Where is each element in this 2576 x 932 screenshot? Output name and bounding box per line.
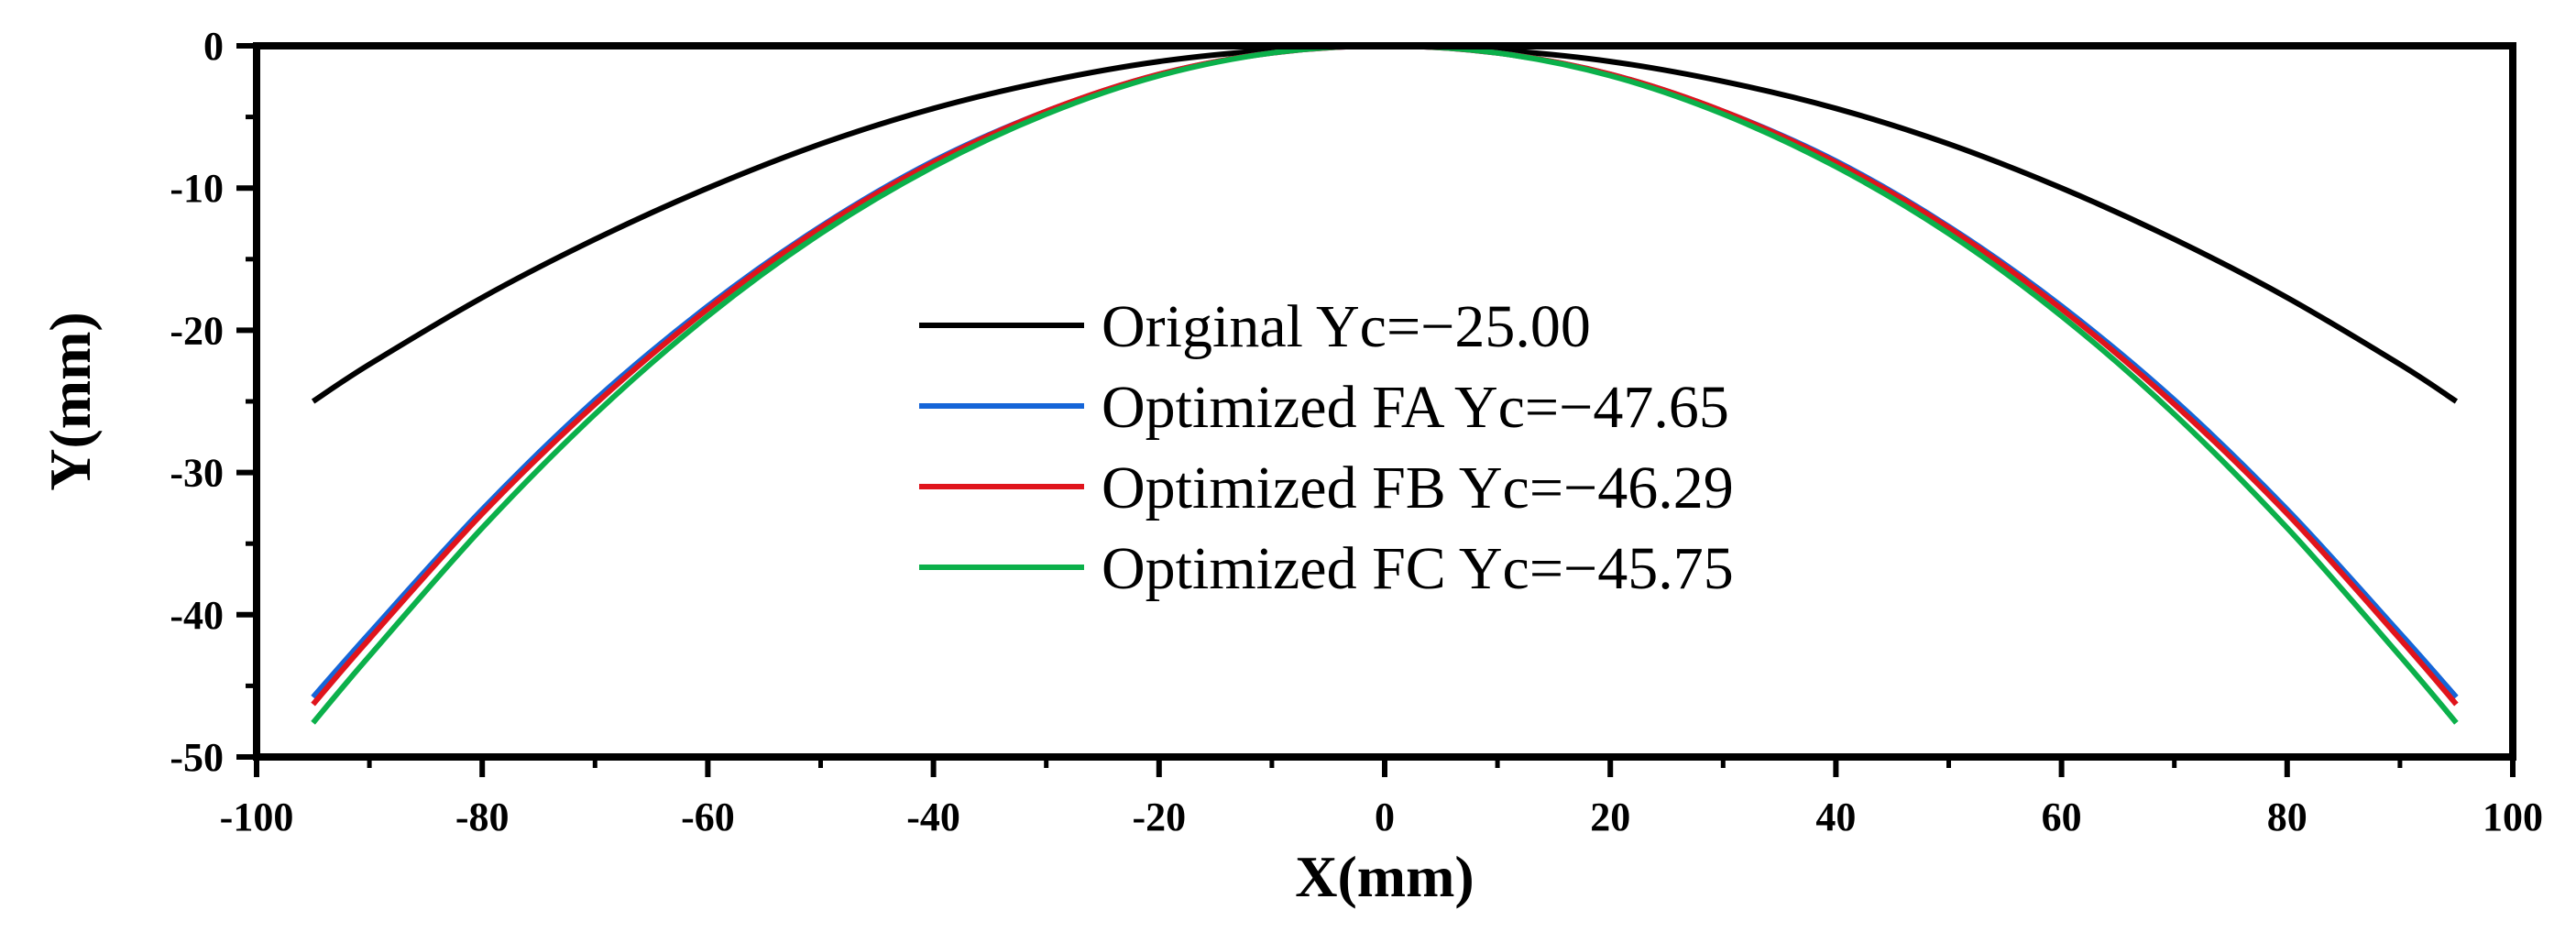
y-tick-label: -40 — [170, 593, 224, 638]
legend-label-2: Optimized FA Yc=−47.65 — [1102, 374, 1729, 441]
legend-label-3: Optimized FB Yc=−46.29 — [1102, 455, 1734, 521]
ticks-layer: -100 -80 -60 -40 -20 0 20 40 60 80 100 0 -10 -20 -30 -4… — [170, 24, 2543, 839]
y-tick-label: 0 — [203, 24, 224, 69]
x-tick-label: 0 — [1375, 795, 1395, 839]
x-tick-label: -80 — [455, 795, 510, 839]
legend: Original Yc=−25.00 Optimized FA Yc=−47.65… — [919, 293, 1734, 602]
x-tick-label: 60 — [2042, 795, 2082, 839]
x-tick-label: -20 — [1132, 795, 1186, 839]
y-tick-label: -20 — [170, 308, 224, 353]
x-tick-label: -60 — [681, 795, 735, 839]
x-tick-label: -100 — [220, 795, 294, 839]
y-tick-label: -30 — [170, 451, 224, 496]
legend-label-4: Optimized FC Yc=−45.75 — [1102, 535, 1734, 602]
x-tick-label: 40 — [1815, 795, 1856, 839]
x-tick-label: 20 — [1590, 795, 1630, 839]
x-axis-title: X(mm) — [1295, 844, 1474, 909]
y-tick-label: -50 — [170, 735, 224, 780]
x-tick-label: 100 — [2483, 795, 2543, 839]
x-tick-label: -40 — [906, 795, 960, 839]
y-tick-label: -10 — [170, 166, 224, 211]
x-tick-label: 80 — [2267, 795, 2307, 839]
legend-label-1: Original Yc=−25.00 — [1102, 293, 1591, 360]
y-axis-title: Y(mm) — [38, 312, 103, 490]
